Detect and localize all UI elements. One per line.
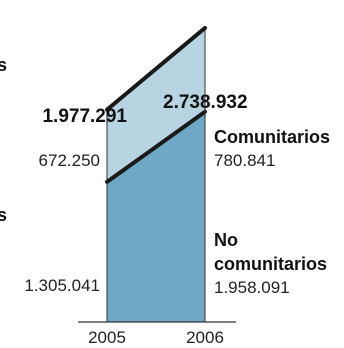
value-label-comunitarios-2005: 672.250 — [39, 151, 100, 170]
area-comunitarios — [107, 27, 205, 182]
value-label-no-comunitarios-2005: 1.305.041 — [24, 276, 100, 295]
series-boundary-line — [105, 109, 207, 184]
x-tick-label-2006: 2006 — [186, 328, 224, 347]
value-label-comunitarios-2006: 780.841 — [214, 151, 275, 170]
total-label-2006: 2.738.932 — [163, 92, 248, 113]
cropped-left-text-1: s — [0, 55, 7, 75]
series-label-no-comunitarios-line2: comunitarios — [214, 254, 327, 274]
x-tick-label-2005: 2005 — [88, 328, 126, 347]
total-label-2005: 1.977.291 — [42, 106, 127, 127]
area-no-comunitarios — [107, 111, 205, 322]
total-boundary-line — [105, 25, 207, 112]
series-label-comunitarios: Comunitarios — [214, 127, 330, 147]
series-label-no-comunitarios-line1: No — [214, 230, 238, 250]
value-label-no-comunitarios-2006: 1.958.091 — [214, 278, 290, 297]
cropped-left-text-2: s — [0, 205, 7, 225]
